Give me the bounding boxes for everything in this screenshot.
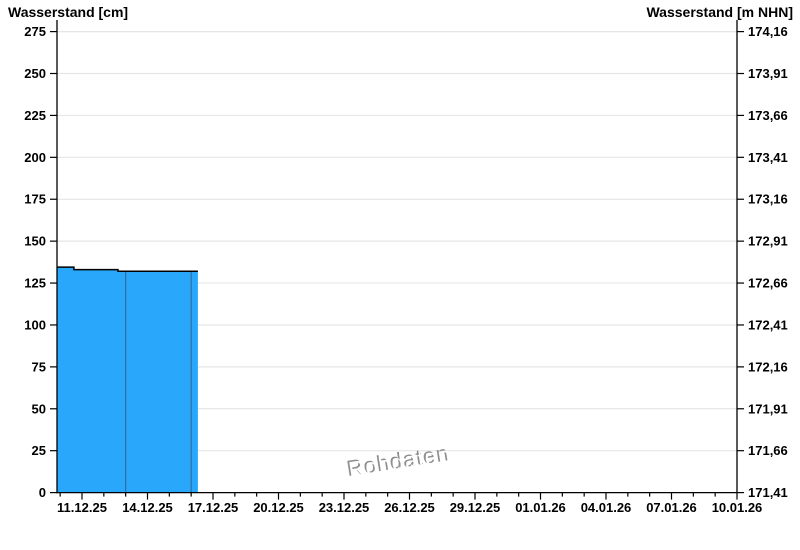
x-tick-label: 01.01.26 bbox=[515, 500, 566, 515]
left-tick-label: 0 bbox=[39, 485, 46, 500]
right-tick-label: 173,66 bbox=[748, 108, 788, 123]
x-tick-label: 07.01.26 bbox=[646, 500, 697, 515]
x-tick-label: 04.01.26 bbox=[581, 500, 632, 515]
right-tick-label: 173,16 bbox=[748, 192, 788, 207]
left-axis-ticks: 0 25 50 75 100 125 150 175 200 225 250 275 bbox=[24, 24, 57, 500]
left-tick-label: 125 bbox=[24, 276, 46, 291]
right-tick-label: 173,91 bbox=[748, 66, 788, 81]
left-tick-label: 75 bbox=[32, 359, 46, 374]
left-tick-label: 150 bbox=[24, 234, 46, 249]
right-tick-label: 173,41 bbox=[748, 150, 788, 165]
left-tick-label: 50 bbox=[32, 401, 46, 416]
left-tick-label: 175 bbox=[24, 192, 46, 207]
right-tick-label: 172,91 bbox=[748, 234, 788, 249]
right-tick-label: 171,66 bbox=[748, 443, 788, 458]
right-axis-title: Wasserstand [m NHN] bbox=[646, 4, 793, 20]
right-tick-label: 171,41 bbox=[748, 485, 788, 500]
x-tick-label: 20.12.25 bbox=[253, 500, 304, 515]
x-axis-ticks: 11.12.25 14.12.25 17.12.25 20.12.25 23.12.25… bbox=[57, 492, 763, 515]
left-axis-title: Wasserstand [cm] bbox=[8, 4, 129, 20]
left-tick-label: 100 bbox=[24, 317, 46, 332]
left-tick-label: 250 bbox=[24, 66, 46, 81]
x-tick-label: 23.12.25 bbox=[319, 500, 370, 515]
right-tick-label: 172,41 bbox=[748, 317, 788, 332]
right-tick-label: 174,16 bbox=[748, 24, 788, 39]
right-tick-label: 171,91 bbox=[748, 401, 788, 416]
right-tick-label: 172,16 bbox=[748, 359, 788, 374]
water-level-area bbox=[56, 267, 198, 493]
x-tick-label: 26.12.25 bbox=[384, 500, 435, 515]
x-tick-label: 11.12.25 bbox=[57, 500, 107, 515]
x-tick-label: 29.12.25 bbox=[450, 500, 501, 515]
left-tick-label: 25 bbox=[32, 443, 46, 458]
x-tick-label: 10.01.26 bbox=[712, 500, 763, 515]
right-axis-ticks: 171,41 171,66 171,91 172,16 172,41 172,66 172,… bbox=[737, 24, 788, 500]
left-tick-label: 200 bbox=[24, 150, 46, 165]
x-tick-label: 17.12.25 bbox=[188, 500, 239, 515]
left-tick-label: 275 bbox=[24, 24, 46, 39]
left-tick-label: 225 bbox=[24, 108, 46, 123]
right-tick-label: 172,66 bbox=[748, 276, 788, 291]
water-level-outline bbox=[56, 266, 198, 273]
x-tick-label: 14.12.25 bbox=[122, 500, 173, 515]
